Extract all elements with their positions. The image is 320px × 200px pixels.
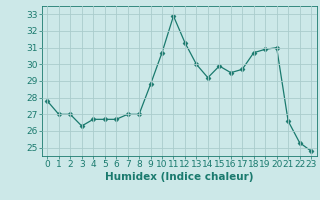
- X-axis label: Humidex (Indice chaleur): Humidex (Indice chaleur): [105, 172, 253, 182]
